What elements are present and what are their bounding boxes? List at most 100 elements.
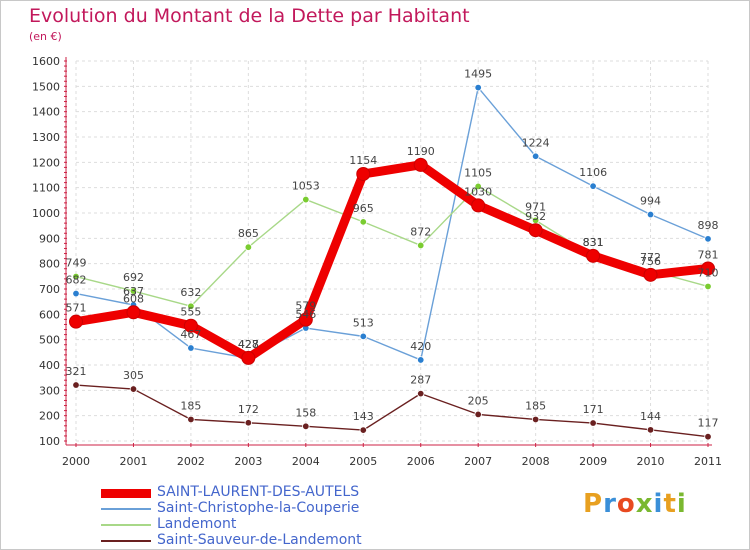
series-point <box>643 267 658 282</box>
data-label: 428 <box>238 338 259 351</box>
y-tick-label: 1000 <box>32 207 60 220</box>
series-point <box>704 282 712 291</box>
series-point <box>531 152 540 160</box>
data-label: 781 <box>698 248 719 261</box>
data-label: 1224 <box>522 136 550 149</box>
data-label: 682 <box>66 274 87 287</box>
series-line <box>71 160 713 363</box>
data-label: 287 <box>410 374 431 387</box>
series-line <box>75 86 709 361</box>
y-tick-label: 1600 <box>32 55 60 68</box>
x-tick-label: 2004 <box>292 455 320 468</box>
data-label: 321 <box>66 365 87 378</box>
data-label: 205 <box>468 394 489 407</box>
data-label: 1106 <box>579 166 607 179</box>
series-point <box>417 356 425 364</box>
data-labels: 571 608 555 428 579 1154 1190 1030 932 831 756 781 6… <box>66 68 719 430</box>
series-point <box>244 419 253 427</box>
data-label: 185 <box>525 399 546 412</box>
y-tick-label: 1300 <box>32 131 60 144</box>
data-label: 637 <box>123 285 144 298</box>
data-label: 513 <box>353 316 374 329</box>
logo-letter: P <box>583 489 604 519</box>
data-label: 632 <box>180 286 201 299</box>
data-label: 546 <box>295 308 316 321</box>
logo-letter: r <box>603 489 617 519</box>
series-point <box>244 243 253 251</box>
series-point <box>528 223 543 238</box>
data-label: 831 <box>583 236 604 249</box>
series-point <box>417 241 425 250</box>
x-tick-label: 2002 <box>177 455 205 468</box>
series-line <box>75 185 709 307</box>
data-label: 467 <box>180 328 201 341</box>
logo-letter: i <box>676 489 687 519</box>
data-label: 1030 <box>464 185 492 198</box>
data-label: 772 <box>640 251 661 264</box>
series-point <box>129 385 138 393</box>
series-point <box>126 305 141 320</box>
y-tick-label: 900 <box>39 232 60 245</box>
series-point <box>704 235 712 243</box>
data-label: 692 <box>123 271 144 284</box>
series-point <box>72 289 80 298</box>
series-point <box>183 318 198 333</box>
series-point <box>356 166 371 181</box>
logo-letter: t <box>663 489 677 519</box>
series-point <box>586 248 601 263</box>
series-point <box>646 210 655 219</box>
series-point <box>531 415 540 424</box>
x-tick-label: 2011 <box>694 455 722 468</box>
data-label: 749 <box>66 257 87 270</box>
legend-label: Saint-Sauveur-de-Landemont <box>157 532 362 548</box>
legend-swatch <box>101 508 151 510</box>
data-label: 158 <box>295 406 316 419</box>
series-point <box>302 195 310 204</box>
data-label: 117 <box>698 417 719 430</box>
data-label: 710 <box>698 266 719 279</box>
legend-label: SAINT-LAURENT-DES-AUTELS <box>157 484 360 500</box>
axes: 100 200 300 400 500 600 700 800 900 1000 1100 1200 1… <box>32 55 722 468</box>
y-tick-label: 600 <box>39 308 60 321</box>
y-tick-label: 500 <box>39 334 60 347</box>
y-tick-label: 1100 <box>32 182 60 195</box>
y-tick-label: 800 <box>39 258 60 271</box>
series-point <box>72 381 80 389</box>
series-point <box>474 83 482 92</box>
line-chart: 100 200 300 400 500 600 700 800 900 1000 1100 1200 1… <box>32 55 722 468</box>
logo-letter: i <box>653 489 664 519</box>
data-label: 305 <box>123 369 144 382</box>
x-tick-label: 2007 <box>464 455 492 468</box>
grid <box>75 60 709 442</box>
series-point <box>359 426 367 434</box>
data-label: 1105 <box>464 166 492 179</box>
series-point <box>129 287 138 295</box>
y-tick-label: 100 <box>39 435 60 448</box>
data-label: 1190 <box>407 145 435 158</box>
series-point <box>72 272 80 281</box>
series-point <box>589 182 597 190</box>
data-label: 420 <box>410 340 431 353</box>
logo-letter: o <box>616 489 636 519</box>
y-tick-label: 1200 <box>32 156 60 169</box>
y-tick-label: 400 <box>39 359 60 372</box>
x-tick-label: 2000 <box>62 455 90 468</box>
proxiti-logo: Proxiti <box>583 489 687 519</box>
x-tick-label: 2003 <box>234 455 262 468</box>
series-point <box>187 415 195 424</box>
x-tick-label: 2006 <box>407 455 435 468</box>
x-tick-label: 2005 <box>349 455 377 468</box>
y-tick-label: 200 <box>39 410 60 423</box>
data-label: 185 <box>180 399 201 412</box>
y-tick-label: 300 <box>39 384 60 397</box>
data-label: 144 <box>640 410 661 423</box>
data-label: 555 <box>180 306 201 319</box>
data-label: 872 <box>410 225 431 238</box>
series-point <box>701 261 715 276</box>
series-lines <box>69 83 715 441</box>
data-label: 994 <box>640 195 661 208</box>
y-tick-label: 1500 <box>32 80 60 93</box>
legend-swatch <box>101 524 151 526</box>
data-label: 1053 <box>292 180 320 193</box>
